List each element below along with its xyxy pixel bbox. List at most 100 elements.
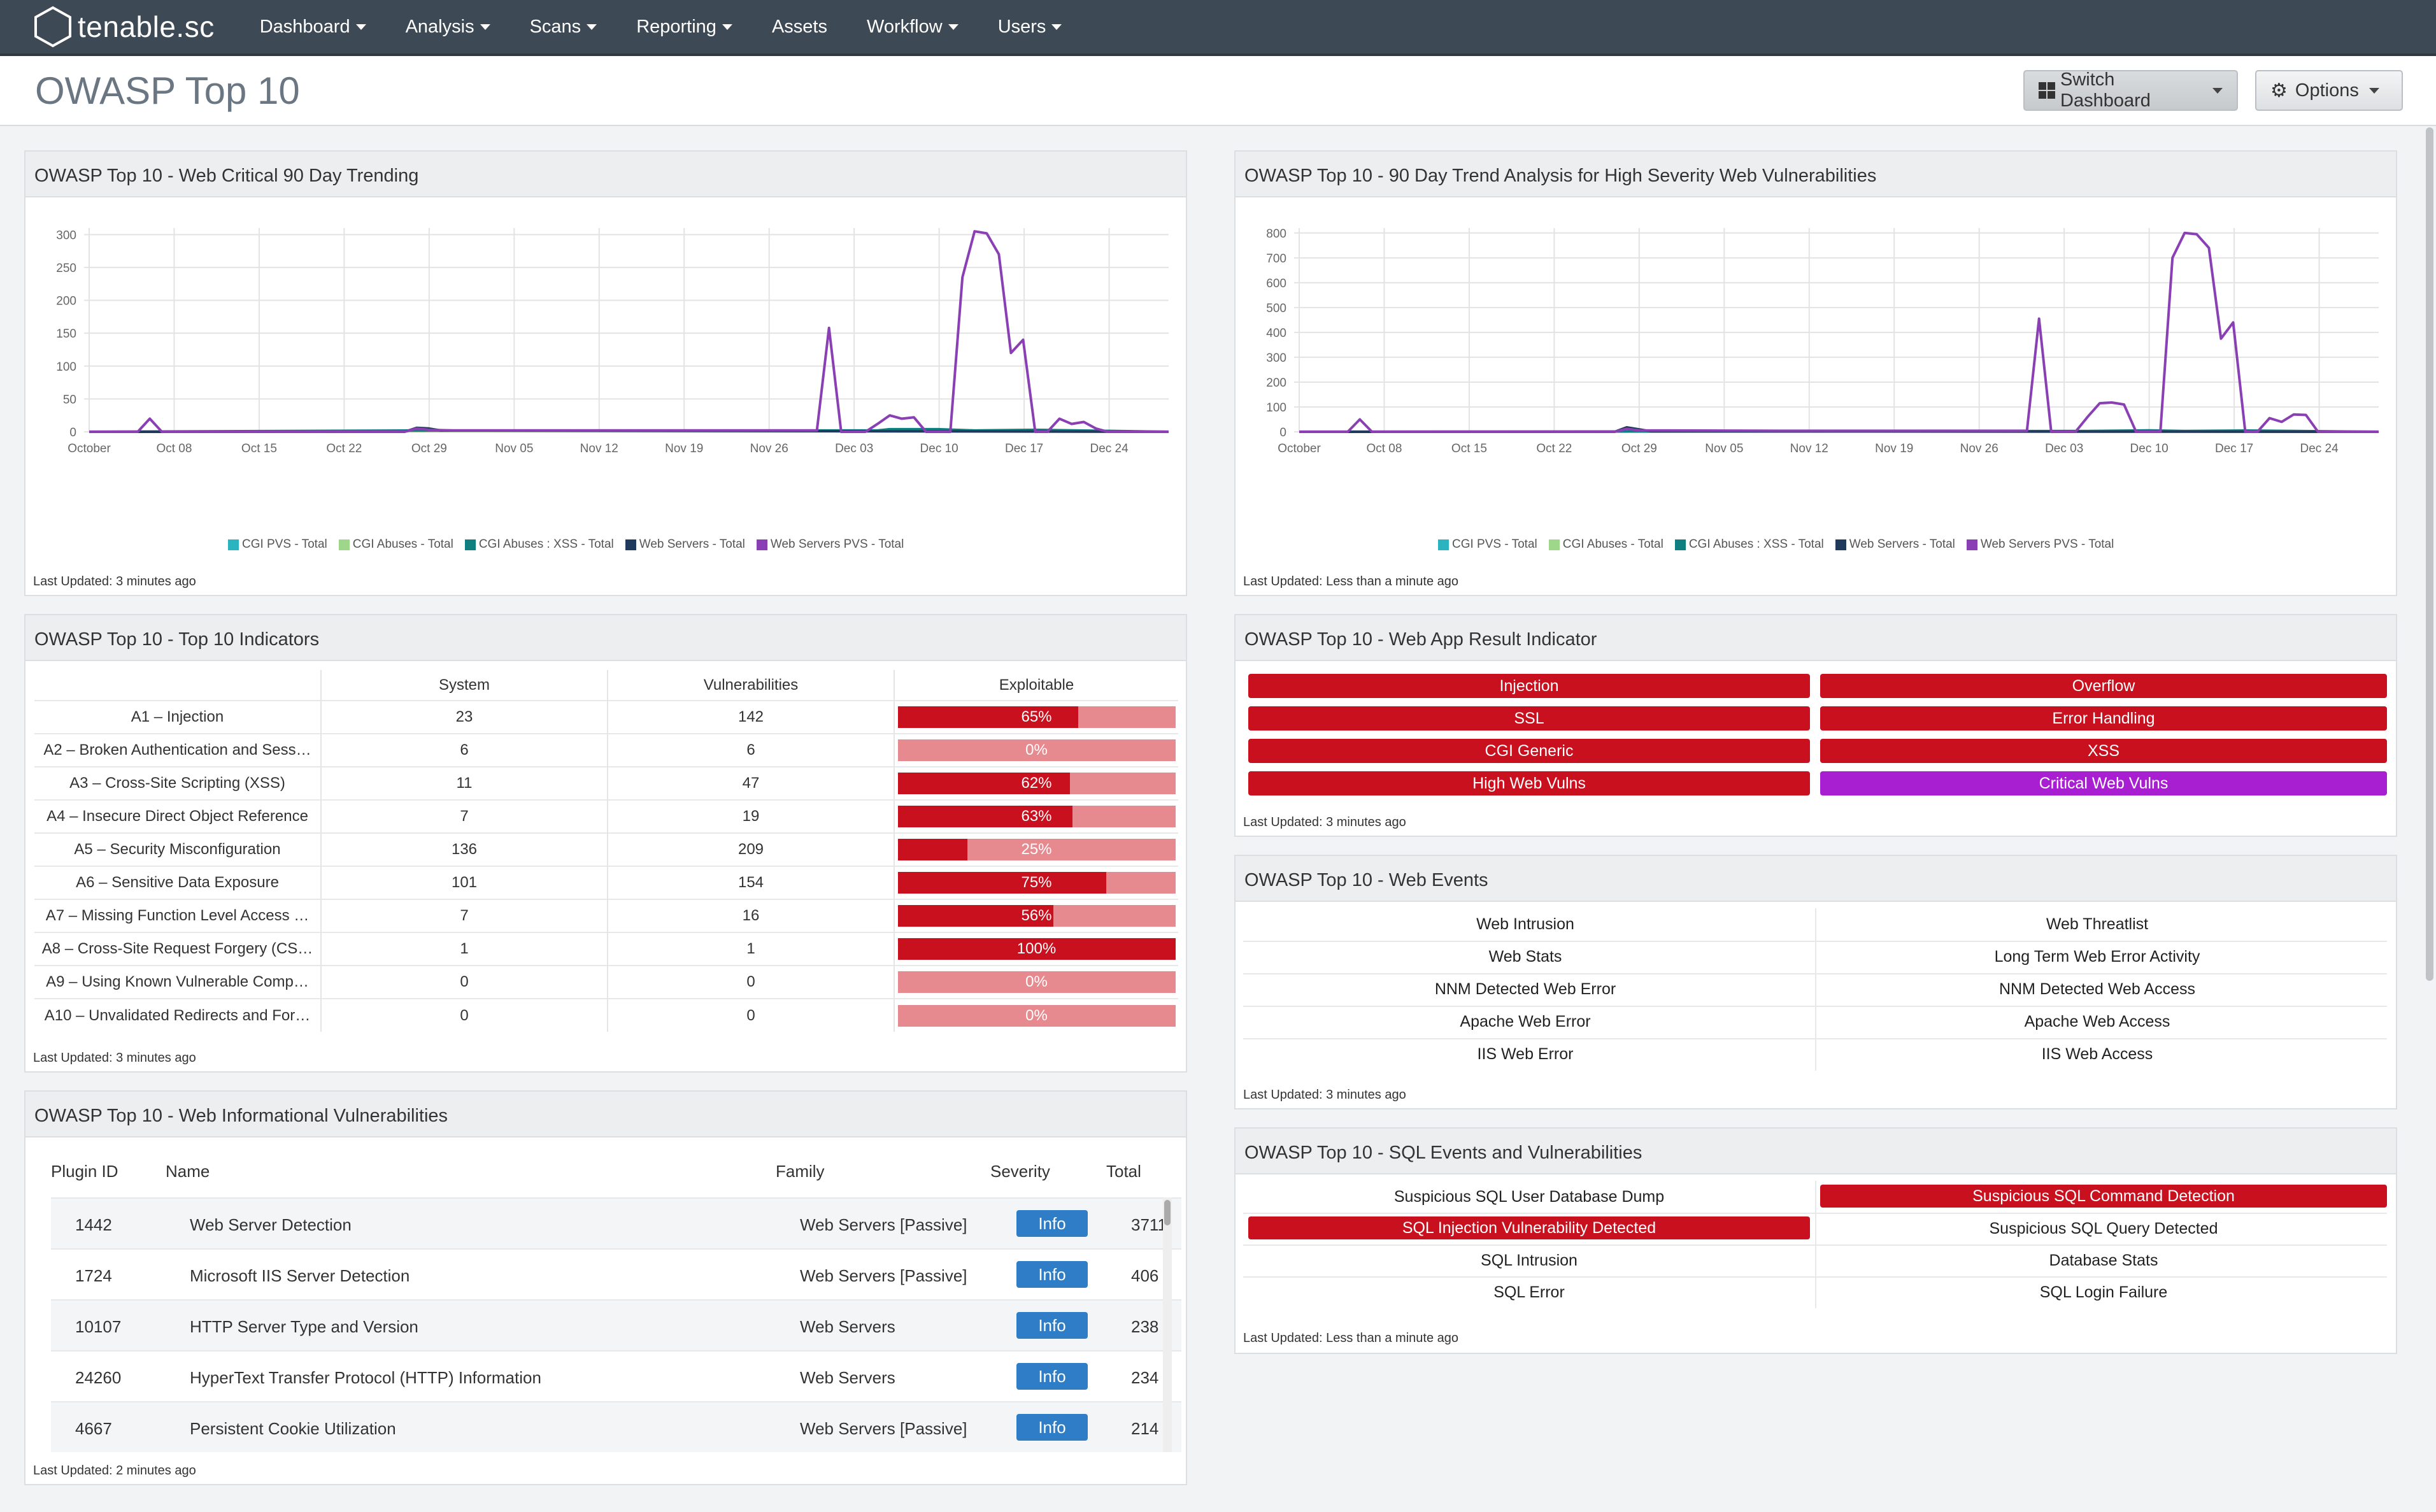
legend-item[interactable]: CGI Abuses - Total xyxy=(1548,538,1663,552)
column-header-plugin-id[interactable]: Plugin ID xyxy=(51,1162,118,1181)
sql-event-cell[interactable]: SQL Login Failure xyxy=(2039,1283,2168,1301)
event-cell[interactable]: Apache Web Access xyxy=(2024,1013,2170,1031)
nav-assets[interactable]: Assets xyxy=(772,17,827,38)
table-row[interactable]: A8 – Cross-Site Request Forgery (CS… 1 1 10… xyxy=(34,932,1178,966)
indicator-xss[interactable]: XSS xyxy=(1820,739,2387,763)
table-row[interactable]: A6 – Sensitive Data Exposure 101 154 75% xyxy=(34,866,1178,899)
y-tick-label: 100 xyxy=(56,360,76,374)
table-row[interactable]: A4 – Insecure Direct Object Reference 7 19… xyxy=(34,799,1178,833)
legend-label: CGI Abuses : XSS - Total xyxy=(478,538,614,551)
legend-item[interactable]: CGI Abuses : XSS - Total xyxy=(464,538,614,552)
grid-icon xyxy=(2039,82,2055,99)
table-row[interactable]: A3 – Cross-Site Scripting (XSS) 11 47 62% xyxy=(34,766,1178,800)
y-tick-label: 0 xyxy=(69,426,76,439)
column-header-severity[interactable]: Severity xyxy=(990,1162,1050,1181)
sql-event-cell[interactable]: SQL Injection Vulnerability Detected xyxy=(1248,1216,1810,1239)
sql-event-cell[interactable]: Suspicious SQL Command Detection xyxy=(1820,1185,2387,1208)
legend-item[interactable]: Web Servers - Total xyxy=(625,538,745,552)
exploitable-percent: 0% xyxy=(1025,741,1048,759)
table-row[interactable]: 1442 Web Server Detection Web Servers [Pas… xyxy=(51,1197,1181,1248)
nav-dashboard[interactable]: Dashboard xyxy=(260,17,366,38)
legend-label: Web Servers PVS - Total xyxy=(1980,538,2114,551)
table-row[interactable]: A9 – Using Known Vulnerable Comp… 0 0 0% xyxy=(34,965,1178,999)
table-row[interactable]: 10107 HTTP Server Type and Version Web Ser… xyxy=(51,1299,1181,1350)
table-row[interactable]: A7 – Missing Function Level Access … 7 16 5… xyxy=(34,899,1178,932)
system-count: 0 xyxy=(320,998,608,1032)
indicator-overflow[interactable]: Overflow xyxy=(1820,674,2387,698)
legend-item[interactable]: Web Servers PVS - Total xyxy=(756,538,904,552)
event-cell[interactable]: Web Stats xyxy=(1488,948,1562,966)
y-tick-label: 800 xyxy=(1266,227,1286,241)
nav-analysis[interactable]: Analysis xyxy=(406,17,490,38)
event-cell[interactable]: IIS Web Error xyxy=(1477,1045,1574,1063)
nav-reporting[interactable]: Reporting xyxy=(636,17,732,38)
event-cell[interactable]: Long Term Web Error Activity xyxy=(1994,948,2200,966)
table-row[interactable]: 4667 Persistent Cookie Utilization Web Ser… xyxy=(51,1401,1181,1452)
event-cell[interactable]: Web Intrusion xyxy=(1476,915,1574,933)
options-button[interactable]: ⚙ Options xyxy=(2255,70,2403,111)
sql-event-cell[interactable]: SQL Error xyxy=(1493,1283,1565,1301)
event-cell[interactable]: NNM Detected Web Error xyxy=(1434,980,1616,998)
vulnerability-count: 142 xyxy=(607,700,894,734)
nav-users[interactable]: Users xyxy=(998,17,1062,38)
plugin-family: Web Servers [Passive] xyxy=(800,1215,967,1234)
x-tick-label: October xyxy=(1278,442,1321,455)
column-header-family[interactable]: Family xyxy=(776,1162,825,1181)
indicator-name: A9 – Using Known Vulnerable Comp… xyxy=(34,965,321,999)
indicator-high-web-vulns[interactable]: High Web Vulns xyxy=(1248,771,1810,795)
sql-event-cell[interactable]: Suspicious SQL Query Detected xyxy=(1989,1220,2218,1237)
nav-workflow[interactable]: Workflow xyxy=(867,17,958,38)
event-cell[interactable]: Apache Web Error xyxy=(1460,1013,1591,1031)
panel-title: OWASP Top 10 - Web Critical 90 Day Trend… xyxy=(25,152,1186,197)
legend-item[interactable]: CGI Abuses - Total xyxy=(338,538,453,552)
table-scrollbar[interactable] xyxy=(1163,1197,1172,1452)
switch-dashboard-button[interactable]: Switch Dashboard xyxy=(2023,69,2238,111)
table-row[interactable]: A1 – Injection 23 142 65% xyxy=(34,700,1178,734)
legend-item[interactable]: CGI Abuses : XSS - Total xyxy=(1674,538,1824,552)
page-title: OWASP Top 10 xyxy=(35,69,300,112)
table-row[interactable]: A5 – Security Misconfiguration 136 209 25% xyxy=(34,832,1178,866)
nav-scans[interactable]: Scans xyxy=(530,17,597,38)
page-scrollbar[interactable] xyxy=(2426,127,2433,981)
sql-event-cell[interactable]: SQL Intrusion xyxy=(1481,1252,1578,1269)
event-cell[interactable]: Web Threatlist xyxy=(2046,915,2149,933)
exploitable-percent: 75% xyxy=(1021,874,1052,891)
event-cell[interactable]: NNM Detected Web Access xyxy=(1999,980,2195,998)
indicator-cgi-generic[interactable]: CGI Generic xyxy=(1248,739,1810,763)
exploitable-bar: 62% xyxy=(897,773,1176,794)
legend-item[interactable]: CGI PVS - Total xyxy=(228,538,327,552)
column-header-name[interactable]: Name xyxy=(166,1162,210,1181)
exploitable-cell: 63% xyxy=(894,799,1178,833)
scrollbar-thumb[interactable] xyxy=(1164,1200,1171,1225)
sql-event-cell[interactable]: Database Stats xyxy=(2049,1252,2158,1269)
nav-dashboard-label: Dashboard xyxy=(259,16,350,37)
indicator-error-handling[interactable]: Error Handling xyxy=(1820,706,2387,731)
event-cell[interactable]: IIS Web Access xyxy=(2041,1045,2153,1063)
x-tick-label: Oct 29 xyxy=(411,442,447,455)
system-count: 23 xyxy=(320,700,608,734)
legend-swatch xyxy=(756,539,767,550)
legend-swatch xyxy=(338,539,350,550)
table-row[interactable]: A2 – Broken Authentication and Sess… 6 6 0% xyxy=(34,733,1178,767)
web-info-vulns-panel: OWASP Top 10 - Web Informational Vulnera… xyxy=(24,1090,1187,1485)
tenable-logo-icon xyxy=(34,6,71,48)
legend-swatch xyxy=(1966,539,1977,550)
vulnerability-count: 0 xyxy=(607,965,894,999)
table-row[interactable]: A10 – Unvalidated Redirects and For… 0 0 0% xyxy=(34,998,1178,1032)
exploitable-cell: 56% xyxy=(894,899,1178,932)
sql-event-cell[interactable]: Suspicious SQL User Database Dump xyxy=(1393,1188,1665,1206)
series-line xyxy=(1299,231,2379,433)
system-count: 11 xyxy=(320,766,608,800)
legend-swatch xyxy=(228,539,239,550)
vulnerability-count: 6 xyxy=(607,733,894,767)
table-row[interactable]: 24260 HyperText Transfer Protocol (HTTP) … xyxy=(51,1350,1181,1401)
legend-item[interactable]: CGI PVS - Total xyxy=(1438,538,1537,552)
column-header-total[interactable]: Total xyxy=(1106,1162,1141,1181)
brand[interactable]: tenable.sc xyxy=(33,6,215,48)
table-row[interactable]: 1724 Microsoft IIS Server Detection Web Se… xyxy=(51,1248,1181,1299)
legend-item[interactable]: Web Servers PVS - Total xyxy=(1966,538,2114,552)
legend-item[interactable]: Web Servers - Total xyxy=(1835,538,1955,552)
indicator-injection[interactable]: Injection xyxy=(1248,674,1810,698)
indicator-ssl[interactable]: SSL xyxy=(1248,706,1810,731)
indicator-critical-web-vulns[interactable]: Critical Web Vulns xyxy=(1820,771,2387,795)
